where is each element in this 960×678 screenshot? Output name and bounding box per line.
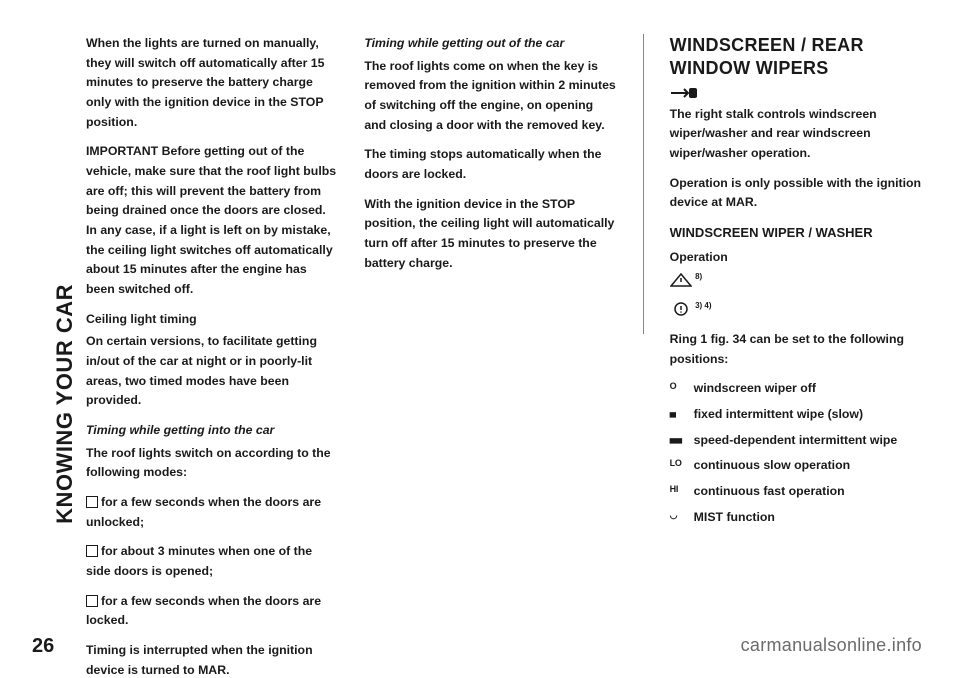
wiper-option-text: continuous slow operation [694, 458, 850, 472]
wiper-option-text: speed-dependent intermittent wipe [694, 433, 898, 447]
bullet: for a few seconds when the doors are unl… [86, 493, 338, 532]
square-icon [86, 545, 98, 557]
wiper-option: ▄ fixed intermittent wipe (slow) [670, 405, 922, 425]
wiper-option-symbol: ▄ [670, 405, 690, 419]
para: When the lights are turned on manually, … [86, 34, 338, 132]
section-side-label-text: KNOWING YOUR CAR [52, 284, 78, 524]
wiper-option-text: MIST function [694, 510, 775, 524]
subhead-windscreen-wiper-washer: WINDSCREEN WIPER / WASHER [670, 223, 922, 244]
column-3: WINDSCREEN / REAR WINDOW WIPERS The righ… [670, 34, 922, 678]
square-icon [86, 595, 98, 607]
para: With the ignition device in the STOP pos… [364, 195, 616, 274]
wiper-option-text: windscreen wiper off [694, 381, 816, 395]
subhead-ceiling-light-timing: Ceiling light timing [86, 310, 338, 330]
content-columns: When the lights are turned on manually, … [86, 34, 922, 678]
bullet: for about 3 minutes when one of the side… [86, 542, 338, 581]
wiper-option-text: fixed intermittent wipe (slow) [694, 407, 863, 421]
bullet-text: for a few seconds when the doors are loc… [86, 594, 321, 628]
section-side-label: KNOWING YOUR CAR [34, 34, 62, 304]
para: Timing is interrupted when the ignition … [86, 641, 338, 678]
hand-pointer-icon [670, 85, 698, 101]
wiper-option: ▄▄ speed-dependent intermittent wipe [670, 431, 922, 451]
wiper-option-symbol: O [670, 379, 690, 393]
page-number: 26 [32, 635, 54, 658]
page: KNOWING YOUR CAR When the lights are tur… [0, 0, 960, 678]
column-2: Timing while getting out of the car The … [364, 34, 616, 678]
warning-triangle-icon [670, 273, 692, 287]
para: On certain versions, to facilitate getti… [86, 332, 338, 411]
wiper-option-text: continuous fast operation [694, 484, 845, 498]
footnote-ref-line: 3) 4) [670, 300, 922, 320]
wiper-option: LO continuous slow operation [670, 456, 922, 476]
column-divider [643, 34, 644, 334]
para: The right stalk controls windscreen wipe… [670, 105, 922, 164]
wiper-option: HI continuous fast operation [670, 482, 922, 502]
wiper-option-symbol: ▄▄ [670, 431, 690, 445]
wiper-option: Owindscreen wiper off [670, 379, 922, 399]
wiper-option: ◡ MIST function [670, 508, 922, 528]
footnote-ref: 8) [695, 272, 702, 281]
footnote-ref: 3) 4) [695, 301, 711, 310]
para: Operation is only possible with the igni… [670, 174, 922, 213]
para-important: IMPORTANT Before getting out of the vehi… [86, 142, 338, 299]
para: Ring 1 fig. 34 can be set to the followi… [670, 330, 922, 369]
heading-windscreen-wipers: WINDSCREEN / REAR WINDOW WIPERS [670, 34, 922, 79]
para: The timing stops automatically when the … [364, 145, 616, 184]
column-1: When the lights are turned on manually, … [86, 34, 338, 678]
bullet: for a few seconds when the doors are loc… [86, 592, 338, 631]
footer-link: carmanualsonline.info [741, 635, 922, 656]
bullet-text: for about 3 minutes when one of the side… [86, 544, 312, 578]
subhead-timing-into-car: Timing while getting into the car [86, 421, 338, 441]
wiper-option-symbol: LO [670, 456, 690, 470]
para: The roof lights switch on according to t… [86, 444, 338, 483]
square-icon [86, 496, 98, 508]
wiper-option-symbol: HI [670, 482, 690, 496]
subhead-operation: Operation [670, 248, 922, 268]
subhead-timing-out-of-car: Timing while getting out of the car [364, 34, 616, 54]
bullet-text: for a few seconds when the doors are unl… [86, 495, 321, 529]
footnote-ref-line: 8) [670, 271, 922, 291]
caution-circle-icon [670, 302, 692, 316]
wiper-option-symbol: ◡ [670, 508, 690, 522]
para: The roof lights come on when the key is … [364, 57, 616, 136]
